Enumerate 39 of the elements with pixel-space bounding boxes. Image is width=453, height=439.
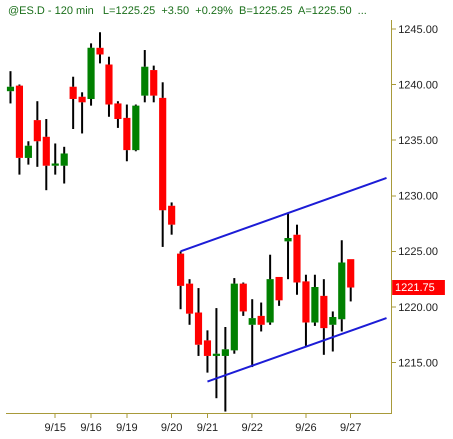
x-tick-label: 9/22 — [242, 422, 263, 434]
y-tick-label: 1235.00 — [398, 134, 438, 147]
y-tick-label: 1215.00 — [398, 357, 438, 370]
candlestick — [258, 302, 265, 332]
candlestick — [311, 274, 318, 327]
candlestick — [78, 91, 86, 134]
x-tick-label: 9/21 — [196, 422, 218, 434]
candlestick — [70, 76, 77, 130]
y-tick-label: 1225.00 — [398, 246, 438, 258]
candlestick — [194, 287, 202, 357]
x-tick-label: 9/15 — [44, 422, 66, 434]
candlestick — [141, 49, 148, 104]
y-tick-label: 1230.00 — [398, 190, 438, 203]
x-tick-label: 9/19 — [116, 422, 138, 434]
chart-title: @ES.D - 120 min L=1225.25 +3.50 +0.29% B=1225.25 A=1225.50 ... — [8, 5, 367, 17]
candlestick — [284, 211, 292, 280]
y-tick-label: 1240.00 — [398, 79, 438, 92]
ref-line-label: 1221.75 — [395, 282, 435, 294]
y-tick-label: 1220.00 — [398, 302, 438, 314]
candlestick — [150, 64, 158, 104]
candlestick — [320, 278, 328, 356]
candlestick — [114, 100, 122, 129]
candlestick — [204, 329, 212, 374]
candlestick — [212, 307, 220, 400]
candlestick — [266, 254, 274, 326]
x-tick-label: 9/26 — [295, 422, 317, 434]
candlestick — [123, 104, 130, 162]
x-tick-label: 9/27 — [340, 422, 362, 434]
candlestick — [96, 31, 104, 64]
candlestick — [87, 42, 95, 107]
candlestick — [6, 70, 14, 104]
candlestick — [105, 56, 113, 118]
x-tick-label: 9/16 — [80, 422, 102, 434]
candlestick — [293, 224, 301, 296]
candlestick — [302, 274, 310, 347]
candlestick — [186, 278, 194, 326]
x-tick-label: 9/20 — [160, 422, 182, 434]
candlestick — [248, 298, 256, 368]
y-tick-label: 1245.00 — [398, 24, 438, 36]
